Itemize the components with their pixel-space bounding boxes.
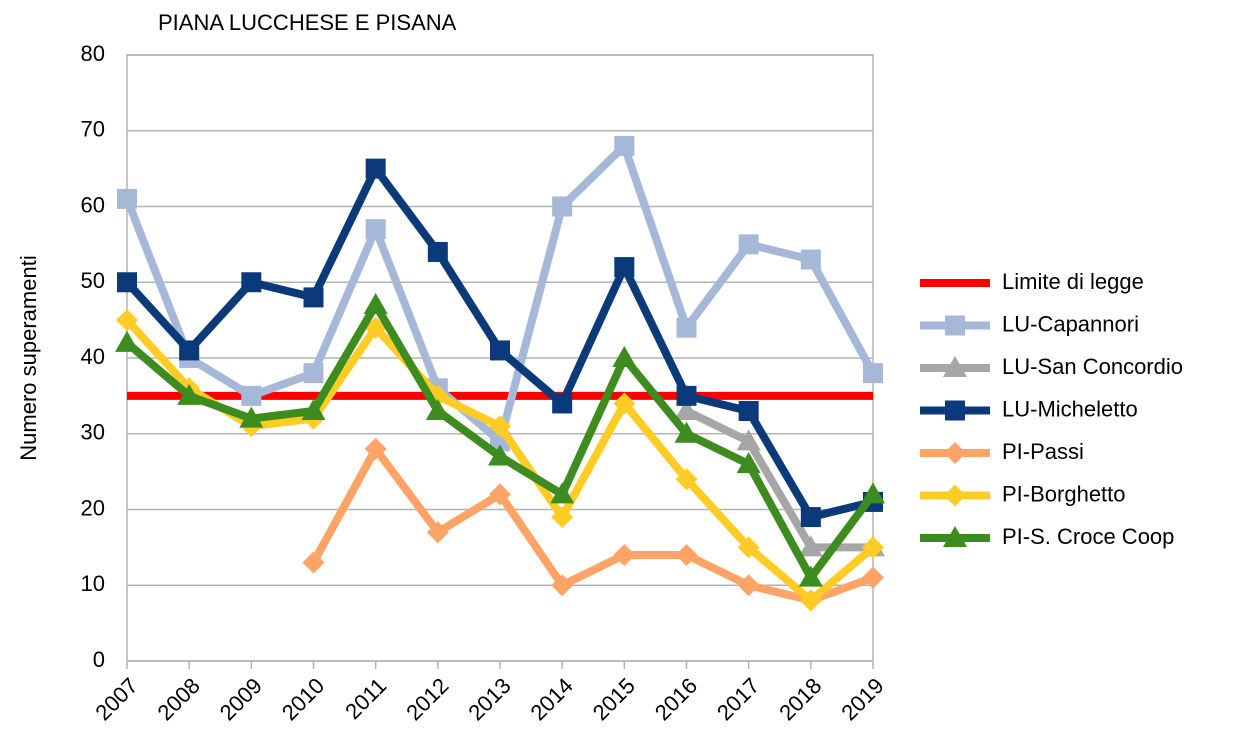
point-marker <box>550 482 575 504</box>
point-marker <box>738 234 759 255</box>
point-marker <box>943 356 967 377</box>
legend-label: LU-San Concordio <box>1002 354 1183 379</box>
point-marker <box>425 399 450 421</box>
y-tick-label: 20 <box>81 495 105 520</box>
point-marker <box>800 507 821 528</box>
y-tick-label: 0 <box>93 647 105 672</box>
point-marker <box>365 158 386 179</box>
point-marker <box>612 346 637 367</box>
y-tick-label: 60 <box>81 192 105 217</box>
x-tick-label: 2019 <box>836 673 888 725</box>
legend-label: LU-Capannori <box>1002 311 1139 336</box>
point-marker <box>737 574 760 597</box>
point-marker <box>945 400 965 421</box>
point-marker <box>365 219 386 240</box>
point-marker <box>675 468 698 491</box>
point-marker <box>115 330 139 352</box>
point-marker <box>239 406 264 428</box>
point-marker <box>363 292 388 314</box>
point-marker <box>551 574 574 597</box>
y-tick-label: 10 <box>81 571 105 596</box>
y-axis-label: Numero superamenti <box>16 255 41 460</box>
point-marker <box>241 385 262 406</box>
point-marker <box>117 188 137 209</box>
legend-label: LU-Micheletto <box>1002 396 1138 421</box>
point-marker <box>551 506 574 529</box>
series-line <box>684 407 873 552</box>
point-marker <box>800 249 821 270</box>
x-tick-label: 2009 <box>215 673 267 725</box>
y-tick-label: 80 <box>81 41 105 66</box>
point-marker <box>736 429 761 451</box>
point-marker <box>489 483 511 506</box>
x-tick-label: 2010 <box>277 673 329 725</box>
point-marker <box>862 566 884 589</box>
point-marker <box>945 315 965 336</box>
chart-title: PIANA LUCCHESE E PISANA <box>158 10 457 35</box>
x-tick-label: 2018 <box>774 673 826 725</box>
point-marker <box>301 399 326 421</box>
point-marker <box>943 526 967 547</box>
x-tick-label: 2011 <box>340 673 391 724</box>
x-tick-label: 2017 <box>712 673 764 725</box>
point-marker <box>944 442 966 464</box>
x-tick-label: 2007 <box>90 673 142 725</box>
point-marker <box>490 340 510 361</box>
point-marker <box>302 551 325 574</box>
point-marker <box>488 444 512 466</box>
point-marker <box>364 437 387 460</box>
point-marker <box>676 317 697 338</box>
x-tick-label: 2015 <box>588 673 640 725</box>
point-marker <box>736 452 761 474</box>
point-marker <box>863 363 883 384</box>
x-tick-label: 2008 <box>153 673 205 725</box>
point-marker <box>614 257 635 278</box>
point-marker <box>799 589 822 612</box>
point-marker <box>426 521 449 544</box>
y-tick-label: 70 <box>81 117 105 142</box>
point-marker <box>177 383 202 405</box>
point-marker <box>303 287 324 308</box>
legend-label: PI-Borghetto <box>1002 481 1126 506</box>
point-marker <box>427 241 448 262</box>
x-tick-label: 2012 <box>401 673 453 725</box>
point-marker <box>676 385 697 406</box>
x-tick-label: 2013 <box>463 673 515 725</box>
point-marker <box>613 392 636 415</box>
point-marker <box>552 196 573 217</box>
point-marker <box>738 401 759 422</box>
point-marker <box>944 484 966 507</box>
point-marker <box>303 363 324 384</box>
y-tick-label: 30 <box>81 420 105 445</box>
point-marker <box>862 536 884 559</box>
legend-label: Limite di legge <box>1002 269 1144 294</box>
point-marker <box>179 340 200 361</box>
point-marker <box>613 543 636 566</box>
point-marker <box>737 536 760 559</box>
y-tick-label: 50 <box>81 268 105 293</box>
series-line <box>309 444 875 605</box>
point-marker <box>489 415 511 438</box>
legend-label: PI-Passi <box>1002 439 1084 464</box>
point-marker <box>798 535 823 557</box>
x-tick-label: 2014 <box>526 673 578 725</box>
point-marker <box>675 543 698 566</box>
x-tick-label: 2016 <box>650 673 702 725</box>
point-marker <box>798 565 823 587</box>
y-tick-label: 40 <box>81 344 105 369</box>
legend-label: PI-S. Croce Coop <box>1002 524 1174 549</box>
point-marker <box>674 399 699 421</box>
point-marker <box>674 421 699 443</box>
point-marker <box>861 482 885 504</box>
point-marker <box>116 309 138 332</box>
point-marker <box>552 393 573 414</box>
point-marker <box>614 135 635 156</box>
point-marker <box>117 272 137 293</box>
point-marker <box>241 272 262 293</box>
